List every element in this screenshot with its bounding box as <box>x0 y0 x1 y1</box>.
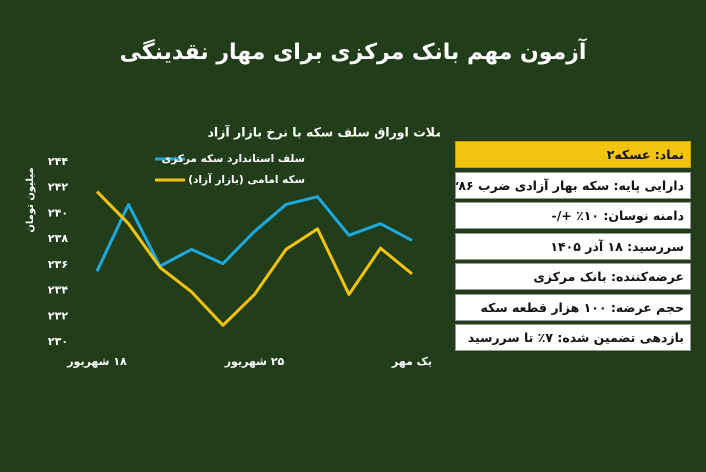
page-title: آزمون مهم بانک مرکزی برای مهار نقدینگی <box>119 40 587 65</box>
y-axis-label: میلیون تومان <box>25 167 36 232</box>
legend-label: سلف استاندارد سکه مرکزی <box>162 153 305 165</box>
info-row: دارایی پایه: سکه بهار آزادی ضرب ۱۳۸۶ <box>455 171 691 199</box>
info-row: حجم عرضه: ۱۰۰ هزار قطعه سکه <box>455 293 691 321</box>
y-tick-label: ۲۳۶ <box>48 258 68 271</box>
info-row: دامنه نوسان: ۱۰٪ +/- <box>455 202 691 229</box>
series-line <box>95 195 413 272</box>
chart: مقایسه قیمت معاملات اوراق سلف سکه با نرخ… <box>25 125 440 369</box>
info-panel: نماد: عسکه۲ دارایی پایه: سکه بهار آزادی ض… <box>455 141 691 355</box>
series-line <box>95 190 413 327</box>
y-tick-label: ۲۴۲ <box>48 181 68 194</box>
info-header: نماد: عسکه۲ <box>455 141 691 168</box>
legend-label: سکه امامی (بازار آزاد) <box>188 173 305 186</box>
y-tick-label: ۲۳۸ <box>48 232 68 245</box>
y-tick-label: ۲۴۴ <box>48 155 68 168</box>
x-tick-label: ۲۵ شهریور <box>224 355 285 368</box>
chart-title: مقایسه قیمت معاملات اوراق سلف سکه با نرخ… <box>207 125 440 140</box>
y-tick-label: ۲۳۴ <box>48 284 68 297</box>
x-tick-label: ۱۸ شهریور <box>66 355 127 368</box>
y-tick-label: ۲۴۰ <box>48 206 68 219</box>
y-tick-label: ۲۳۲ <box>48 309 68 322</box>
info-row: بازدهی تضمین شده: ۷٪ تا سررسید <box>455 324 691 351</box>
y-tick-label: ۲۳۰ <box>48 335 68 348</box>
info-row: سررسید: ۱۸ آذر ۱۴۰۵ <box>455 232 691 260</box>
x-tick-label: یک مهر <box>391 355 432 368</box>
info-row: عرضه‌کننده: بانک مرکزی <box>455 263 691 290</box>
